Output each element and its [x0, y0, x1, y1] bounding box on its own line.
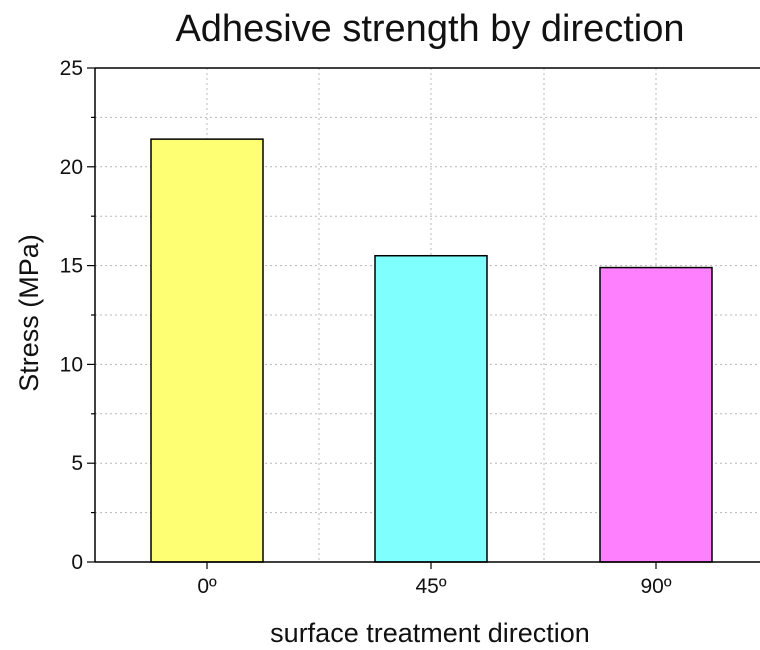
y-axis-label: Stress (MPa): [14, 234, 44, 392]
x-tick-label: 0º: [197, 575, 217, 598]
x-axis-label: surface treatment direction: [270, 618, 590, 648]
bar-2: [599, 266, 713, 563]
x-tick-label: 90º: [640, 575, 671, 598]
y-tick-label: 25: [60, 57, 83, 80]
tick-marks: [87, 67, 657, 569]
y-tick-label: 20: [60, 156, 83, 179]
bars: [150, 138, 713, 563]
x-tick-label: 45º: [415, 575, 446, 598]
y-tick-label: 0: [71, 551, 83, 574]
tick-labels: 0 5 10 15 20 25 0º 45º 90º: [60, 57, 672, 598]
bar-0: [150, 138, 264, 563]
y-tick-label: 5: [71, 452, 83, 475]
y-tick-label: 15: [60, 255, 83, 278]
chart-title: Adhesive strength by direction: [175, 8, 684, 50]
y-tick-label: 10: [60, 353, 83, 376]
bar-1: [374, 254, 488, 563]
